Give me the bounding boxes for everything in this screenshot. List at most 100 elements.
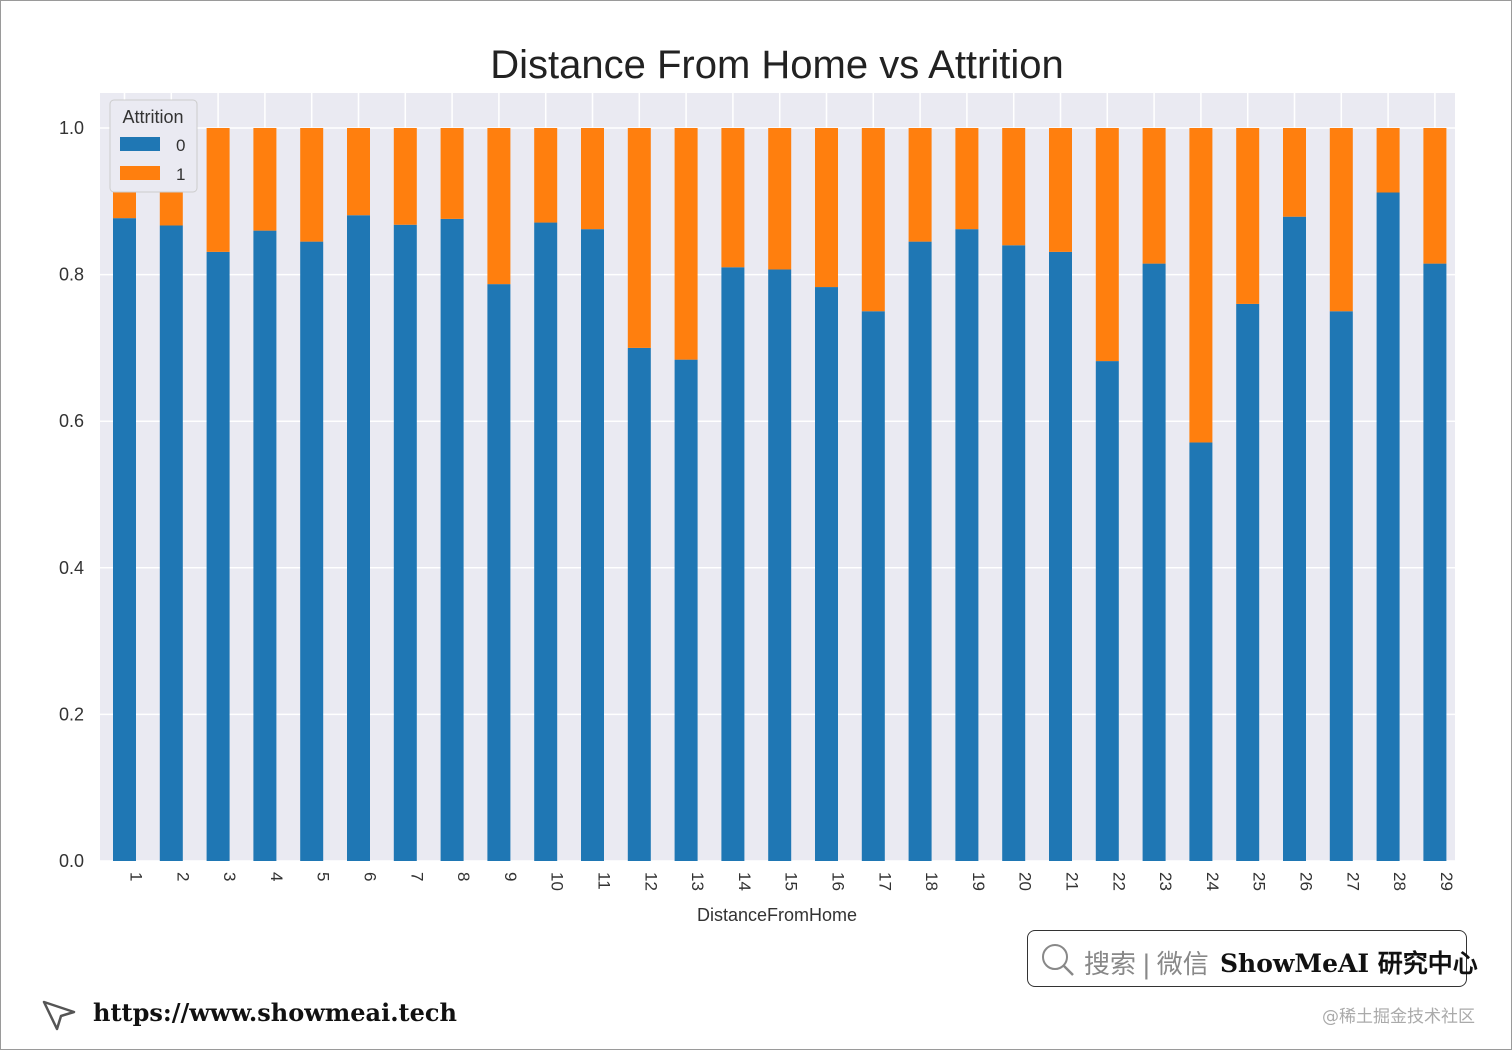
bar-6-attrition-1: [347, 128, 370, 216]
search-icon: [1042, 944, 1074, 976]
x-tick-label: 14: [735, 872, 754, 891]
bar-16-attrition-0: [815, 287, 838, 861]
x-tick-label: 6: [361, 872, 380, 881]
chart-title: Distance From Home vs Attrition: [490, 43, 1064, 87]
bar-12-attrition-0: [627, 347, 651, 861]
brand-name: ShowMeAI 研究中心: [1220, 949, 1478, 978]
search-box[interactable]: 搜索 | 微信 ShowMeAI 研究中心: [1027, 930, 1478, 987]
bar-11-attrition-1: [581, 128, 604, 230]
bar-8-attrition-1: [440, 128, 464, 219]
bar-26-attrition-0: [1283, 216, 1306, 861]
x-tick-label: 25: [1250, 872, 1269, 891]
bar-21-attrition-1: [1049, 128, 1072, 252]
bar-20-attrition-1: [1002, 128, 1026, 246]
bar-14-attrition-0: [721, 267, 745, 861]
bar-9-attrition-0: [487, 284, 511, 861]
x-tick-label: 26: [1297, 872, 1316, 891]
bar-3-attrition-1: [206, 128, 230, 252]
bar-26-attrition-1: [1283, 128, 1306, 217]
x-tick-label: 13: [688, 872, 707, 891]
bar-8-attrition-0: [440, 218, 464, 862]
bar-27-attrition-1: [1329, 128, 1353, 312]
x-tick-label: 17: [875, 872, 894, 891]
bar-10-attrition-1: [534, 128, 558, 223]
x-tick-label: 11: [595, 872, 614, 890]
bar-23-attrition-1: [1142, 128, 1166, 264]
x-tick-label: 24: [1203, 872, 1222, 891]
x-tick-label: 27: [1343, 872, 1362, 891]
x-tick-label: 18: [922, 872, 941, 891]
bar-18-attrition-1: [908, 128, 932, 242]
x-tick-label: 29: [1437, 872, 1456, 891]
search-label: 搜索 | 微信: [1084, 944, 1209, 981]
legend: Attrition 0 1: [109, 99, 198, 193]
bar-25-attrition-1: [1236, 128, 1260, 304]
bar-11-attrition-0: [581, 229, 604, 862]
x-tick-label: 12: [641, 872, 660, 891]
search-text: 搜索: [1084, 950, 1137, 980]
y-tick-label: 0.2: [59, 704, 84, 724]
bar-17-attrition-1: [861, 128, 885, 312]
watermark-text: @稀土掘金技术社区: [1322, 1007, 1475, 1027]
bar-28-attrition-1: [1376, 128, 1400, 193]
bar-12-attrition-1: [627, 128, 651, 348]
bars-group: [113, 128, 1447, 862]
website-link[interactable]: https://www.showmeai.tech: [93, 998, 457, 1027]
bar-22-attrition-1: [1095, 128, 1119, 362]
bar-24-attrition-0: [1189, 442, 1213, 861]
bar-16-attrition-1: [815, 128, 838, 288]
x-tick-label: 3: [220, 872, 239, 881]
bar-6-attrition-0: [347, 215, 370, 862]
x-tick-label: 28: [1390, 872, 1409, 891]
bar-15-attrition-1: [768, 128, 792, 270]
y-tick-label: 0.4: [59, 558, 84, 578]
x-tick-label: 8: [454, 872, 473, 881]
bar-28-attrition-0: [1376, 192, 1400, 861]
x-tick-label: 2: [173, 872, 192, 881]
x-tick-label: 5: [314, 872, 333, 881]
x-tick-label: 23: [1156, 872, 1175, 891]
bar-13-attrition-0: [674, 359, 698, 861]
bar-15-attrition-0: [768, 269, 792, 861]
x-tick-label: 16: [829, 872, 848, 891]
bar-29-attrition-0: [1423, 263, 1447, 862]
x-tick-labels: 1 2 3 4 5 6 7 8 9 10 11 12 13 14 15 16 17 18 19 20 21 22 23 24 2…: [127, 872, 1456, 891]
bar-18-attrition-0: [908, 241, 932, 862]
x-tick-label: 7: [407, 872, 426, 881]
bar-19-attrition-1: [955, 128, 979, 230]
bar-19-attrition-0: [955, 229, 979, 862]
y-tick-label: 0.8: [59, 265, 84, 285]
bar-3-attrition-0: [206, 251, 230, 861]
bar-21-attrition-0: [1049, 251, 1072, 861]
y-tick-labels: 0.0 0.2 0.4 0.6 0.8 1.0: [59, 118, 84, 871]
bar-22-attrition-0: [1095, 361, 1119, 861]
y-tick-label: 0.0: [59, 851, 84, 871]
y-tick-label: 1.0: [59, 118, 84, 138]
cursor-icon: [42, 1000, 76, 1031]
x-tick-label: 9: [501, 872, 520, 881]
legend-label-0: 0: [176, 136, 185, 155]
bar-13-attrition-1: [674, 128, 698, 360]
legend-label-1: 1: [176, 165, 185, 184]
legend-title: Attrition: [122, 107, 183, 127]
bar-4-attrition-1: [253, 128, 277, 231]
x-axis-label: DistanceFromHome: [697, 905, 857, 925]
bar-29-attrition-1: [1423, 128, 1447, 264]
x-tick-label: 10: [548, 872, 567, 891]
bar-23-attrition-0: [1142, 263, 1166, 862]
bar-25-attrition-0: [1236, 303, 1260, 861]
bar-7-attrition-1: [393, 128, 417, 225]
bar-7-attrition-0: [393, 224, 417, 862]
x-tick-label: 20: [1016, 872, 1035, 891]
legend-swatch-1: [120, 166, 160, 180]
x-tick-label: 21: [1063, 872, 1082, 891]
search-divider: |: [1142, 950, 1151, 980]
x-tick-label: 4: [267, 872, 286, 881]
bar-10-attrition-0: [534, 222, 558, 861]
bar-5-attrition-1: [300, 128, 324, 242]
stacked-bar-chart: 0.00.20.40.60.81.0 1 2 3 4 5 6 7 8 9 10 11 12 13 14 15…: [59, 43, 1456, 925]
y-tick-label: 0.6: [59, 411, 84, 431]
bar-24-attrition-1: [1189, 128, 1213, 443]
bar-1-attrition-0: [113, 218, 136, 861]
bar-9-attrition-1: [487, 128, 511, 285]
